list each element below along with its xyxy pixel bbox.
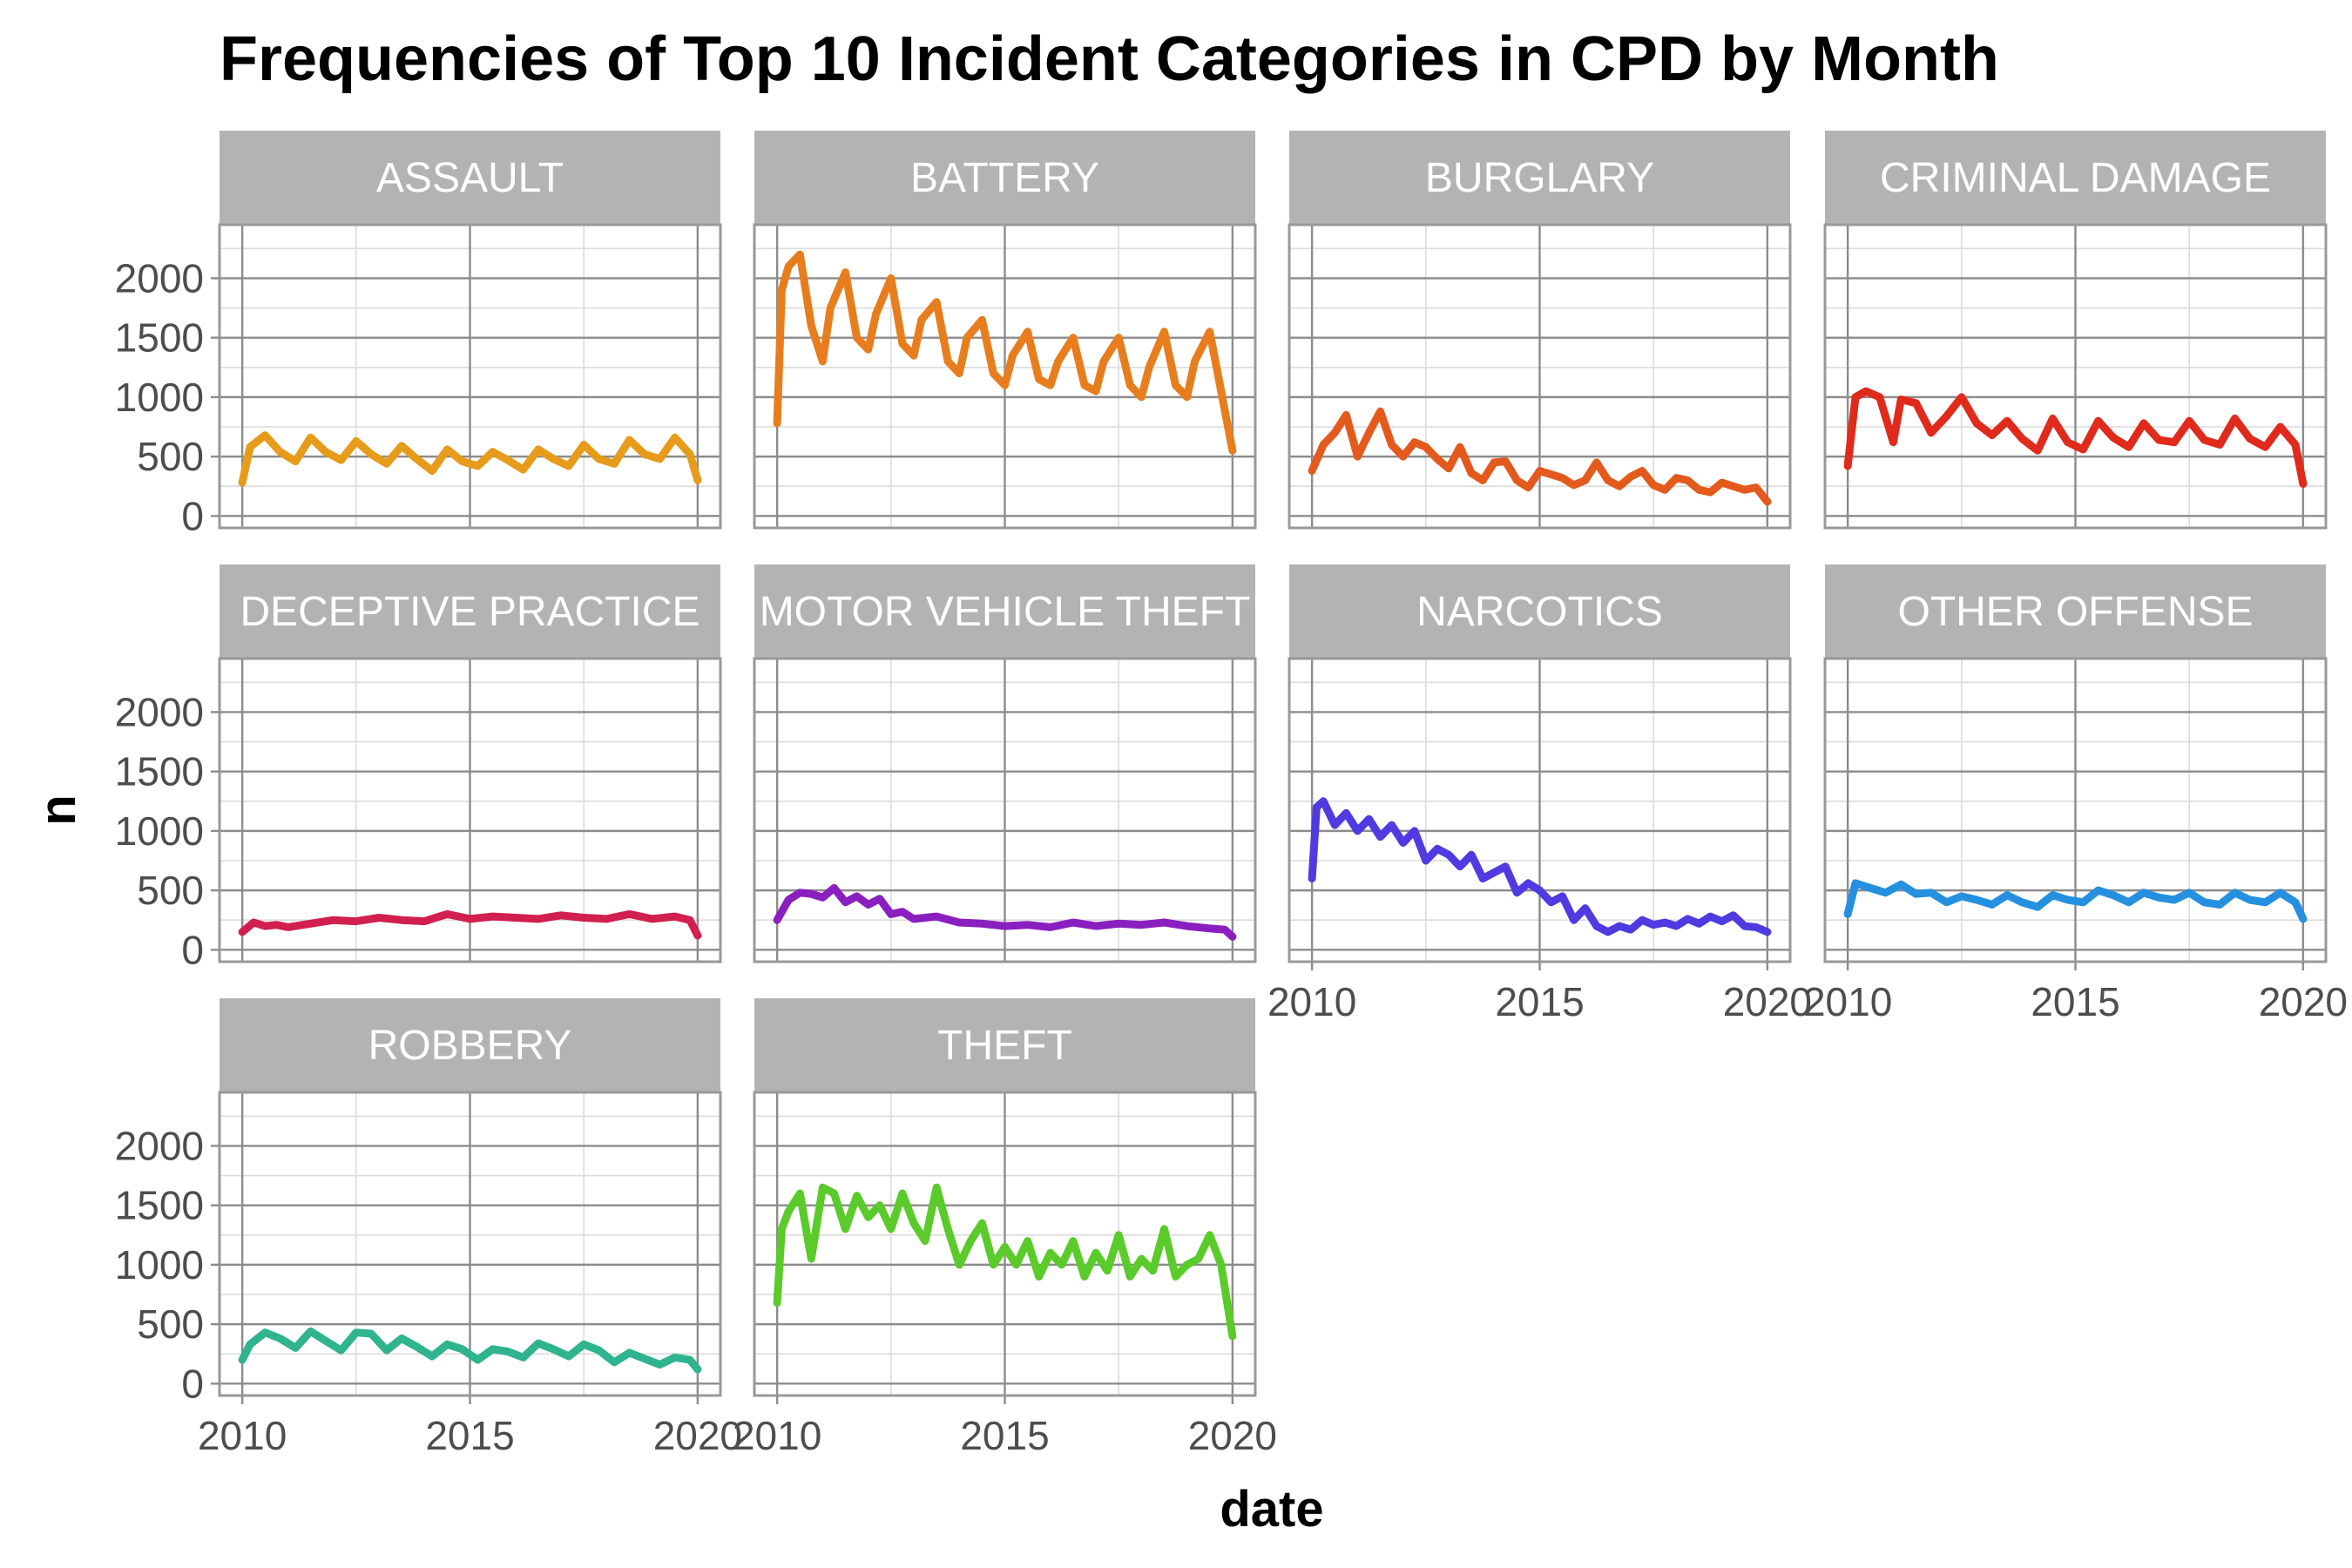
panel: OTHER OFFENSE 2010 2015 2020 xyxy=(1803,564,2348,1024)
series-line-theft xyxy=(773,1183,1237,1341)
x-tick-label: 2010 xyxy=(1803,979,1892,1024)
series-line-narcotics xyxy=(1308,797,1772,936)
panel-strip xyxy=(220,564,720,659)
panel-strip xyxy=(1825,131,2326,225)
x-tick-label: 2015 xyxy=(425,1413,514,1458)
panel-strip-label: BURGLARY xyxy=(1425,155,1654,201)
series-line-deceptive-practice xyxy=(238,909,702,940)
x-tick-label: 2020 xyxy=(1188,1413,1277,1458)
y-axis-title: n xyxy=(30,794,86,825)
x-axis-title: date xyxy=(1220,1481,1323,1538)
x-tick-label: 2015 xyxy=(1495,979,1584,1024)
panel-strip-label: DECEPTIVE PRACTICE xyxy=(240,589,700,635)
panel-border xyxy=(218,657,722,963)
chart-title: Frequencies of Top 10 Incident Categorie… xyxy=(220,24,1999,94)
panel-border xyxy=(753,657,1257,963)
x-tick-label: 2015 xyxy=(2031,979,2119,1024)
series-line-criminal-damage xyxy=(1843,387,2308,488)
series-line-battery xyxy=(773,250,1237,455)
panel-strip-label: BATTERY xyxy=(910,155,1099,201)
y-tick-label: 1000 xyxy=(115,1242,204,1288)
y-tick-label: 1000 xyxy=(115,375,204,420)
y-tick-label: 2000 xyxy=(115,1123,204,1168)
panel-strip xyxy=(1825,564,2326,659)
panel-strip xyxy=(754,998,1255,1092)
panel-border xyxy=(218,223,722,530)
x-tick-label: 2020 xyxy=(653,1413,742,1458)
panel-border xyxy=(1288,223,1792,530)
series-line-assault xyxy=(238,431,702,487)
panel-strip-label: OTHER OFFENSE xyxy=(1897,589,2253,635)
x-tick-label: 2015 xyxy=(960,1413,1049,1458)
x-tick-label: 2010 xyxy=(733,1413,821,1458)
x-tick-label: 2010 xyxy=(1267,979,1356,1024)
y-tick-label: 1500 xyxy=(115,749,204,794)
panel: DECEPTIVE PRACTICE 0 500 1000 1500 2000 xyxy=(115,564,722,972)
panels-container: ASSAULT 0 500 1000 1500 2000 BATTERY BURGLARY CR… xyxy=(115,131,2348,1458)
panel: MOTOR VEHICLE THEFT xyxy=(753,564,1257,963)
series-line-burglary xyxy=(1308,407,1772,506)
panel-border xyxy=(753,223,1257,530)
x-tick-label: 2010 xyxy=(198,1413,287,1458)
y-tick-label: 1500 xyxy=(115,315,204,361)
panel: ROBBERY 0 500 1000 1500 2000 2010 2015 2020 xyxy=(115,998,742,1458)
series-line-motor-vehicle-theft xyxy=(773,883,1237,941)
panel-strip xyxy=(1289,131,1790,225)
panel-strip xyxy=(220,131,720,225)
panel-strip-label: ASSAULT xyxy=(376,155,564,201)
series-line-robbery xyxy=(238,1327,702,1374)
panel-strip-label: MOTOR VEHICLE THEFT xyxy=(760,589,1251,635)
panel: NARCOTICS 2010 2015 2020 xyxy=(1267,564,1812,1024)
panel-strip-label: THEFT xyxy=(937,1023,1072,1069)
y-tick-label: 500 xyxy=(137,434,204,479)
panel: THEFT 2010 2015 2020 xyxy=(733,998,1277,1458)
y-tick-label: 500 xyxy=(137,868,204,913)
y-tick-label: 2000 xyxy=(115,255,204,301)
panel: BATTERY xyxy=(753,131,1257,530)
panel: CRIMINAL DAMAGE xyxy=(1823,131,2328,530)
panel: BURGLARY xyxy=(1288,131,1792,530)
series-line-other-offense xyxy=(1843,879,2308,923)
y-tick-label: 0 xyxy=(181,927,204,972)
panel-strip-label: CRIMINAL DAMAGE xyxy=(1880,155,2271,201)
panel: ASSAULT 0 500 1000 1500 2000 xyxy=(115,131,722,538)
panel-strip xyxy=(754,131,1255,225)
x-tick-label: 2020 xyxy=(1723,979,1812,1024)
panel-border xyxy=(1823,223,2328,530)
y-tick-label: 0 xyxy=(181,493,204,538)
panel-strip-label: NARCOTICS xyxy=(1416,589,1663,635)
y-tick-label: 1500 xyxy=(115,1183,204,1228)
x-tick-label: 2020 xyxy=(2259,979,2348,1024)
y-tick-label: 2000 xyxy=(115,689,204,734)
panel-strip xyxy=(1289,564,1790,659)
y-tick-label: 0 xyxy=(181,1361,204,1406)
panel-strip xyxy=(754,564,1255,659)
y-tick-label: 1000 xyxy=(115,808,204,854)
panel-strip-label: ROBBERY xyxy=(368,1023,572,1069)
y-tick-label: 500 xyxy=(137,1301,204,1347)
panel-strip xyxy=(220,998,720,1092)
